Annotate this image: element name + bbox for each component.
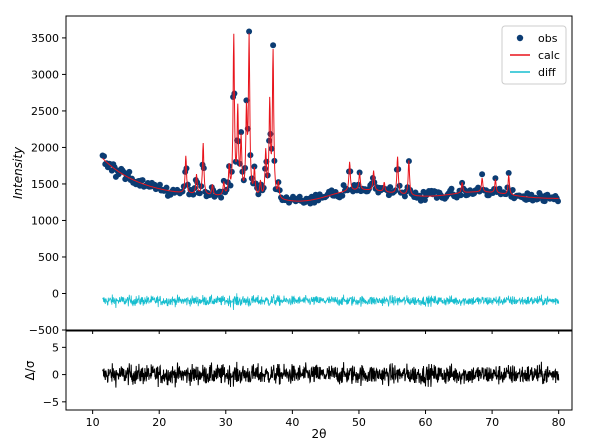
legend-box — [501, 25, 567, 85]
residual-line — [102, 361, 560, 388]
obs-point — [496, 185, 503, 192]
res-y-tick-label: 0 — [52, 369, 59, 382]
y-tick-label: 0 — [52, 287, 59, 300]
obs-point — [227, 182, 234, 189]
obs-point — [218, 194, 225, 201]
obs-point — [492, 175, 499, 182]
obs-point — [156, 181, 163, 188]
obs-point — [238, 129, 245, 136]
x-tick-label: 50 — [352, 416, 366, 429]
obs-point — [191, 185, 198, 192]
y-tick-label: 1000 — [31, 214, 59, 227]
obs-point — [387, 184, 394, 191]
obs-point — [251, 163, 258, 170]
residual-y-axis-label: Δ/σ — [23, 360, 37, 380]
x-tick-label: 40 — [285, 416, 299, 429]
legend-marker-obs — [516, 34, 524, 42]
obs-point — [190, 191, 197, 198]
obs-point — [196, 190, 203, 197]
obs-point — [270, 42, 277, 49]
calc-line — [102, 33, 559, 202]
obs-point — [339, 192, 346, 199]
obs-point — [101, 153, 107, 160]
x-tick-label: 10 — [86, 416, 100, 429]
y-tick-label: 2000 — [31, 141, 59, 154]
obs-point — [401, 193, 408, 200]
obs-point — [505, 170, 512, 176]
x-axis-label: 2θ — [312, 427, 327, 441]
obs-point — [421, 197, 428, 203]
obs-point — [555, 198, 561, 205]
legend: obs calc diff — [501, 25, 567, 85]
obs-point — [457, 192, 464, 199]
res-y-tick-label: −5 — [43, 396, 59, 409]
y-tick-label: −500 — [29, 324, 59, 337]
y-tick-label: 2500 — [31, 105, 59, 118]
y-tick-label: 1500 — [31, 178, 59, 191]
obs-point — [509, 187, 516, 193]
legend-label-diff: diff — [538, 66, 556, 79]
obs-point — [139, 177, 146, 184]
legend-label-obs: obs — [538, 32, 558, 45]
y-tick-label: 500 — [38, 251, 59, 264]
x-tick-label: 80 — [552, 416, 566, 429]
res-y-tick-label: 5 — [52, 341, 59, 354]
obs-point — [246, 28, 253, 35]
obs-point — [163, 184, 170, 191]
diff-line — [102, 293, 560, 311]
y-tick-label: 3500 — [31, 32, 59, 45]
x-tick-label: 60 — [419, 416, 433, 429]
main-axes-frame — [65, 15, 573, 331]
y-axis-label: Intensity — [11, 146, 25, 199]
obs-markers — [99, 28, 561, 207]
x-tick-label: 70 — [485, 416, 499, 429]
residual-plot-panel: −5 0 5 10 20 30 40 50 60 70 80 Δ/σ 2θ — [23, 330, 573, 441]
x-tick-label: 30 — [219, 416, 233, 429]
obs-point — [396, 182, 403, 189]
x-tick-label: 20 — [152, 416, 166, 429]
obs-point — [448, 185, 455, 192]
obs-point — [255, 191, 262, 198]
y-tick-label: 3000 — [31, 68, 59, 81]
residual-axes-frame — [65, 330, 573, 411]
obs-point — [356, 169, 363, 176]
main-plot-panel: −500 0 500 1000 1500 2000 2500 3000 3500 Intensit… — [11, 15, 573, 337]
legend-label-calc: calc — [538, 49, 560, 62]
obs-point — [479, 171, 486, 178]
obs-point — [126, 168, 133, 175]
obs-point — [541, 198, 548, 205]
